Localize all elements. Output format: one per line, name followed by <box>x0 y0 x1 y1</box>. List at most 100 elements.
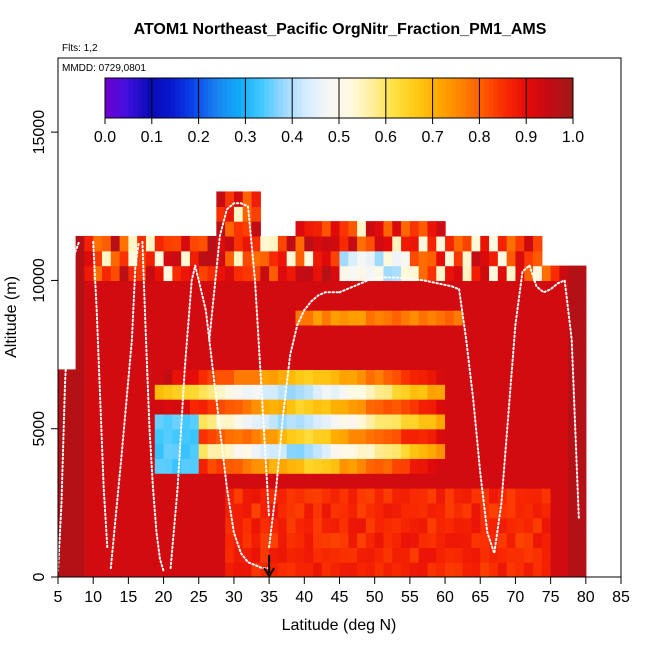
heatmap-cell <box>445 310 455 326</box>
heatmap-cell <box>427 221 437 237</box>
heatmap-cell <box>137 532 147 548</box>
heatmap-cell <box>401 562 411 577</box>
heatmap-cell <box>313 473 323 489</box>
heatmap-cell <box>401 532 411 548</box>
heatmap-cell <box>453 250 464 267</box>
heatmap-cell <box>93 547 103 563</box>
heatmap-cell <box>251 324 261 341</box>
heatmap-cell <box>110 324 121 341</box>
heatmap-cell <box>181 473 191 489</box>
heatmap-cell <box>286 443 297 459</box>
heatmap-cell <box>515 295 525 311</box>
heatmap-cell <box>286 354 297 370</box>
heatmap-cell <box>189 413 200 430</box>
heatmap-cell <box>313 458 323 474</box>
heatmap-cell <box>462 354 473 370</box>
colorbar-segment <box>296 78 303 118</box>
heatmap-cell <box>251 339 261 356</box>
heatmap-cell <box>515 310 525 326</box>
heatmap-cell <box>330 473 341 489</box>
heatmap-cell <box>471 502 481 519</box>
heatmap-cell <box>524 428 534 445</box>
heatmap-cell <box>445 339 455 356</box>
heatmap-cell <box>137 324 147 341</box>
heatmap-cell <box>154 295 165 311</box>
heatmap-cell <box>445 517 455 534</box>
heatmap-cell <box>533 443 543 459</box>
heatmap-cell <box>189 443 200 459</box>
heatmap-cell <box>577 310 587 326</box>
heatmap-cell <box>427 339 437 356</box>
heatmap-cell <box>550 502 561 519</box>
flight-track <box>338 276 461 294</box>
heatmap-cell <box>269 369 279 385</box>
heatmap-cell <box>383 473 393 489</box>
heatmap-cell <box>295 413 305 430</box>
heatmap-cell <box>119 399 129 415</box>
heatmap-cell <box>348 369 358 385</box>
heatmap-cell <box>225 428 235 445</box>
heatmap-cell <box>295 265 305 282</box>
heatmap-cell <box>304 458 314 474</box>
heatmap-cell <box>277 250 288 267</box>
heatmap-cell <box>436 488 446 504</box>
colorbar-segment <box>530 78 537 118</box>
heatmap-cell <box>427 399 437 415</box>
heatmap-cell <box>286 413 297 430</box>
heatmap-cell <box>480 443 490 459</box>
heatmap-cell <box>304 221 314 237</box>
heatmap-cell <box>172 413 182 430</box>
heatmap-cell <box>75 235 85 252</box>
heatmap-cell <box>101 473 112 489</box>
heatmap-cell <box>374 517 385 534</box>
heatmap-cell <box>93 399 103 415</box>
heatmap-cell <box>145 324 156 341</box>
heatmap-cell <box>163 473 173 489</box>
heatmap-cell <box>286 250 297 267</box>
heatmap-cell <box>524 502 534 519</box>
heatmap-cell <box>198 517 209 534</box>
heatmap-cell <box>119 354 129 370</box>
heatmap-cell <box>418 384 429 400</box>
heatmap-cell <box>577 488 587 504</box>
heatmap-cell <box>533 250 543 267</box>
heatmap-cell <box>233 443 244 459</box>
heatmap-cell <box>198 324 209 341</box>
heatmap-cell <box>172 324 182 341</box>
heatmap-cell <box>559 265 569 282</box>
heatmap-cell <box>480 458 490 474</box>
heatmap-cell <box>304 443 314 459</box>
heatmap-cell <box>480 399 490 415</box>
heatmap-cell <box>58 517 68 534</box>
heatmap-cell <box>392 547 402 563</box>
colorbar-segment <box>385 78 391 118</box>
heatmap-cell <box>339 280 349 296</box>
heatmap-cell <box>515 532 525 548</box>
heatmap-cell <box>462 517 473 534</box>
heatmap-cell <box>66 369 77 385</box>
heatmap-cell <box>242 354 253 370</box>
heatmap-cell <box>445 413 455 430</box>
heatmap-cell <box>383 235 393 252</box>
heatmap-cell <box>172 295 182 311</box>
heatmap-cell <box>101 413 112 430</box>
heatmap-cell <box>101 235 112 252</box>
heatmap-cell <box>374 562 385 577</box>
heatmap-cell <box>66 428 77 445</box>
heatmap-cell <box>348 547 358 563</box>
heatmap-cell <box>119 443 129 459</box>
heatmap-cell <box>515 473 525 489</box>
heatmap-cell <box>515 384 525 400</box>
heatmap-cell <box>233 354 244 370</box>
heatmap-cell <box>233 384 244 400</box>
heatmap-cell <box>489 235 499 252</box>
heatmap-cell <box>339 221 349 237</box>
heatmap-cell <box>524 443 534 459</box>
heatmap-cell <box>577 517 587 534</box>
heatmap-cell <box>101 443 112 459</box>
heatmap-cell <box>137 354 147 370</box>
heatmap-cell <box>154 458 165 474</box>
heatmap-cell <box>181 235 191 252</box>
heatmap-cell <box>198 488 209 504</box>
colorbar-segment <box>526 78 532 118</box>
